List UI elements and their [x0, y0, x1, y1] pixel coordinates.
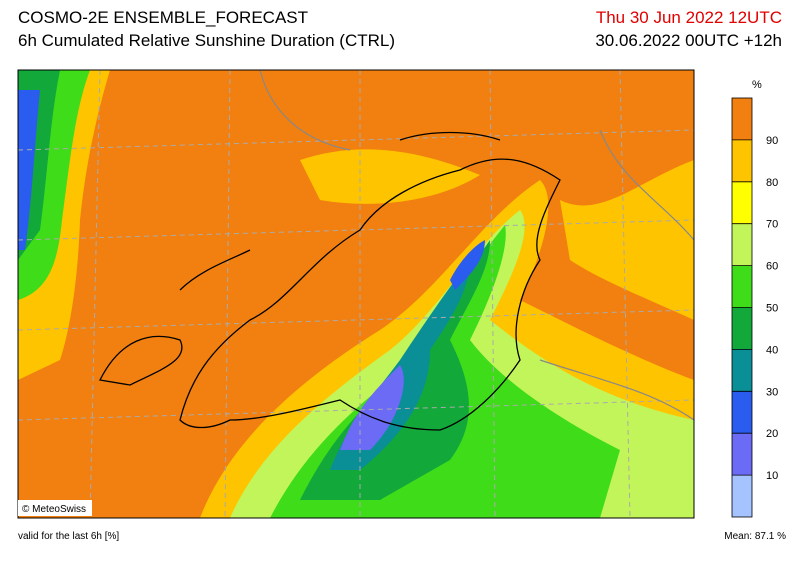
- colorbar-bin: [732, 265, 752, 308]
- colorbar-bin: [732, 139, 752, 182]
- colorbar-label: 10: [766, 470, 778, 482]
- colorbar: 10 20 30 40 50 60 70 80 90%: [731, 79, 778, 518]
- colorbar-label: 80: [766, 177, 778, 189]
- colorbar-bin: [732, 391, 752, 434]
- subtitle: 6h Cumulated Relative Sunshine Duration …: [18, 31, 396, 50]
- colorbar-bin: [732, 475, 752, 517]
- map-frame: [17, 69, 695, 519]
- colorbar-label: 40: [766, 344, 778, 356]
- valid-time: Thu 30 Jun 2022 12UTC: [595, 8, 782, 27]
- colorbar-label: 70: [766, 219, 778, 231]
- footer-note: valid for the last 6h [%]: [18, 531, 120, 542]
- field: [18, 70, 694, 518]
- colorbar-label: 20: [766, 428, 778, 440]
- colorbar-label: 30: [766, 386, 778, 398]
- colorbar-bin: [732, 433, 752, 476]
- colorbar-bin: [732, 349, 752, 392]
- colorbar-bin: [732, 223, 752, 266]
- colorbar-label: 60: [766, 261, 778, 273]
- mean-value: Mean: 87.1 %: [724, 531, 786, 542]
- colorbar-label: 50: [766, 303, 778, 315]
- colorbar-bin: [732, 98, 752, 140]
- colorbar-unit: %: [752, 79, 762, 91]
- credit: © MeteoSwiss: [22, 504, 86, 515]
- colorbar-bin: [732, 307, 752, 350]
- title: COSMO-2E ENSEMBLE_FORECAST: [18, 8, 309, 27]
- run-time: 30.06.2022 00UTC +12h: [595, 31, 782, 50]
- credit-box: [18, 500, 92, 516]
- colorbar-label: 90: [766, 135, 778, 147]
- colorbar-bin: [732, 181, 752, 224]
